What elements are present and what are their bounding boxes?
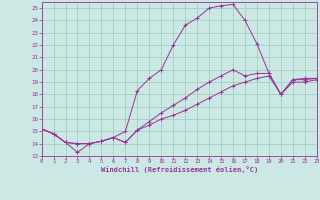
X-axis label: Windchill (Refroidissement éolien,°C): Windchill (Refroidissement éolien,°C) — [100, 166, 258, 173]
